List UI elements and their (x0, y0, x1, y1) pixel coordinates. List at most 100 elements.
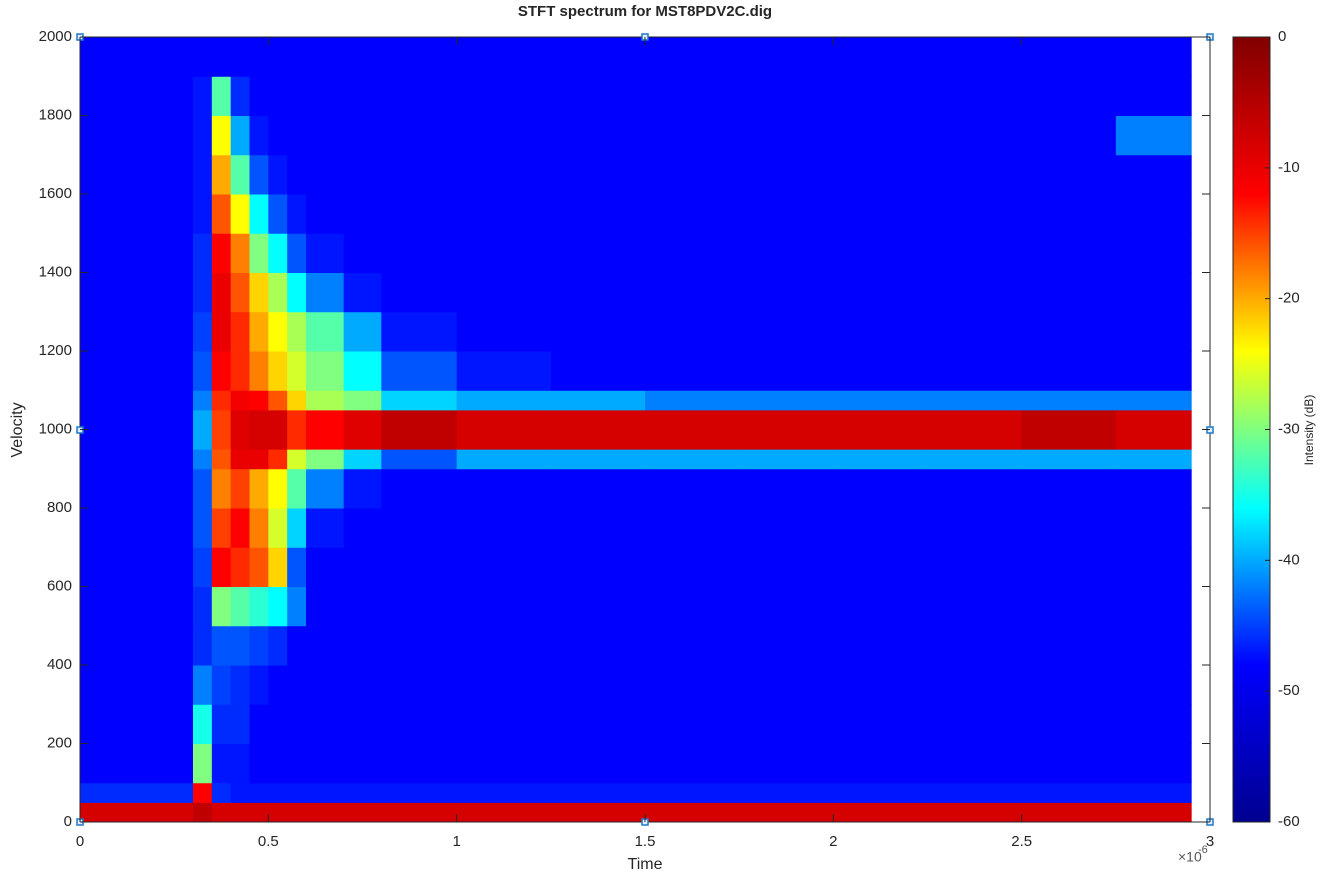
heat-cell (268, 37, 288, 77)
heat-cell (249, 233, 269, 273)
heat-cell (287, 272, 307, 313)
heat-cell (550, 782, 646, 803)
x-tick-label: 2.5 (1011, 833, 1032, 850)
colorbar-tick-label: -10 (1278, 159, 1300, 176)
heat-cell (211, 586, 232, 627)
heat-cell (249, 449, 269, 470)
heat-cell (550, 743, 646, 784)
heat-cell (456, 547, 552, 587)
heat-cell (306, 665, 345, 705)
heat-cell (381, 390, 458, 411)
heat-cell (268, 704, 288, 744)
heat-cell (1115, 665, 1192, 705)
heat-cell (211, 409, 232, 450)
heat-cell (927, 802, 1023, 823)
heat-cell (287, 468, 307, 509)
heat-cell (833, 194, 928, 234)
heat-cell (80, 586, 194, 627)
heat-cell (739, 665, 834, 705)
heat-cell (739, 115, 834, 156)
heat-cell (645, 154, 740, 195)
heat-cell (645, 665, 740, 705)
heat-cell (306, 409, 345, 450)
heat-cell (550, 194, 646, 234)
heat-cell (230, 586, 250, 627)
heat-cell (287, 390, 307, 411)
heat-cell (833, 233, 928, 273)
y-tick-label: 600 (47, 577, 72, 594)
heat-cell (550, 409, 646, 450)
heat-cell (739, 194, 834, 234)
heat-cell (833, 272, 928, 313)
heat-cell (211, 311, 232, 352)
heat-cell (287, 76, 307, 116)
heat-cell (927, 115, 1023, 156)
heat-cell (833, 409, 928, 450)
heat-cell (268, 625, 288, 666)
heat-cell (211, 115, 232, 156)
heat-cell (739, 233, 834, 273)
heat-cell (739, 743, 834, 784)
heat-cell (268, 115, 288, 156)
x-exponent-base: ×10 (1178, 849, 1202, 865)
heat-cell (1021, 390, 1117, 411)
heat-cell (456, 194, 552, 234)
heat-cell (80, 311, 194, 352)
heat-cell (80, 743, 194, 784)
heat-cell (249, 782, 269, 803)
heat-cell (1021, 409, 1117, 450)
heat-cell (287, 311, 307, 352)
heat-cell (550, 802, 646, 823)
heat-cell (550, 625, 646, 666)
heat-cell (211, 743, 232, 784)
heat-cell (1115, 351, 1192, 391)
heat-cell (927, 154, 1023, 195)
heat-cell (343, 704, 382, 744)
heat-cell (550, 468, 646, 509)
heat-cell (550, 547, 646, 587)
heat-cell (211, 37, 232, 77)
heat-cell (645, 449, 740, 470)
heat-cell (739, 154, 834, 195)
heat-cell (306, 782, 345, 803)
heat-cell (645, 802, 740, 823)
y-tick-label: 200 (47, 734, 72, 751)
heat-cell (230, 272, 250, 313)
heat-cell (230, 449, 250, 470)
heat-cell (193, 704, 213, 744)
heat-cell (739, 508, 834, 548)
heat-cell (739, 782, 834, 803)
x-tick-label: 1.5 (635, 833, 656, 850)
heat-cell (927, 409, 1023, 450)
heat-cell (230, 468, 250, 509)
heat-cell (193, 76, 213, 116)
heat-cell (645, 468, 740, 509)
heat-cell (249, 743, 269, 784)
heat-cell (80, 390, 194, 411)
heat-cell (268, 194, 288, 234)
heat-cell (306, 743, 345, 784)
y-tick-label: 0 (64, 813, 72, 830)
heat-cell (230, 625, 250, 666)
heat-cell (306, 468, 345, 509)
heat-cell (927, 665, 1023, 705)
heat-cell (268, 409, 288, 450)
heat-cell (550, 665, 646, 705)
heat-cell (550, 390, 646, 411)
heat-cell (456, 154, 552, 195)
heat-cell (833, 743, 928, 784)
heat-cell (833, 802, 928, 823)
heat-cell (343, 272, 382, 313)
heat-cell (833, 782, 928, 803)
colorbar-tick-label: -40 (1278, 551, 1300, 568)
heat-cell (306, 508, 345, 548)
heat-cell (306, 115, 345, 156)
heat-cell (1021, 468, 1117, 509)
heat-cell (287, 802, 307, 823)
heat-cell (456, 665, 552, 705)
heat-cell (268, 449, 288, 470)
heat-cell (249, 154, 269, 195)
heat-cell (833, 311, 928, 352)
heat-cell (211, 233, 232, 273)
heat-cell (1115, 508, 1192, 548)
